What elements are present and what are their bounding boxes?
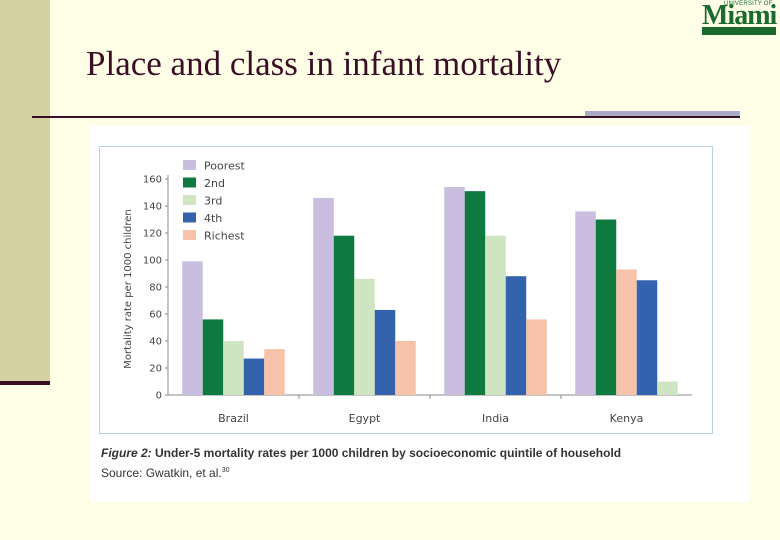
legend-swatch-3rd [183,195,196,205]
x-tick-label: Kenya [610,412,644,425]
title-rule-accent [585,111,740,116]
y-tick-label: 100 [143,256,162,267]
left-decor-line [0,381,50,385]
slide-title: Place and class in infant mortality [86,44,562,83]
left-decor-bar [0,0,50,382]
logo-band [702,27,776,35]
x-tick-label: Egypt [349,412,381,425]
legend-swatch-4th [183,212,196,223]
x-tick-label: India [482,412,509,425]
bar-india-richest [526,319,547,395]
bar-kenya-3rd [657,381,678,395]
bar-brazil-richest [264,349,285,395]
logo-university-text: UNIVERSITY OF [724,1,773,7]
logo-wordmark: Miami [702,0,777,31]
title-rule [32,116,740,118]
caption-line: Figure 2: Under-5 mortality rates per 10… [101,444,621,462]
caption-title: Under-5 mortality rates per 1000 childre… [151,446,622,460]
bar-india-poorest [444,187,465,395]
legend-label-3rd: 3rd [204,195,222,208]
bar-india-4th [505,276,527,395]
bar-brazil-3rd [223,341,244,395]
bar-india-3rd [485,235,506,395]
bar-egypt-2nd [333,235,355,395]
legend-label-richest: Richest [204,230,245,243]
y-tick-label: 60 [149,310,162,321]
bar-kenya-2nd [595,219,617,395]
figure-caption: Figure 2: Under-5 mortality rates per 10… [101,444,621,482]
bar-brazil-poorest [182,261,203,395]
chart-frame [99,146,713,434]
y-tick-label: 120 [143,229,162,240]
y-tick-label: 160 [143,175,162,186]
legend-swatch-richest [183,230,196,240]
bar-brazil-2nd [202,319,224,395]
legend-label-poorest: Poorest [204,160,245,173]
bar-india-2nd [464,191,486,395]
y-axis-label: Mortality rate per 1000 children [123,209,134,369]
legend-swatch-poorest [183,160,196,170]
bar-kenya-richest [616,269,637,395]
legend-label-2nd: 2nd [204,177,225,190]
x-tick-label: Brazil [218,412,249,425]
caption-label: Figure 2: [101,446,152,460]
bar-egypt-richest [395,341,416,395]
legend-label-4th: 4th [204,212,222,225]
y-tick-label: 20 [149,364,162,375]
y-tick-label: 140 [143,202,162,213]
caption-source-ref: 30 [221,467,230,474]
y-tick-label: 80 [149,283,162,294]
bar-brazil-4th [243,358,265,395]
university-logo: Miami UNIVERSITY OF [702,0,777,35]
y-tick-label: 40 [149,337,162,348]
bar-kenya-poorest [575,211,596,395]
caption-source-line: Source: Gwatkin, et al.30 [101,462,621,482]
y-tick-label: 0 [156,391,162,402]
caption-source: Source: Gwatkin, et al. [101,466,222,480]
bar-egypt-poorest [313,197,334,395]
legend-swatch-2nd [183,177,196,188]
bar-kenya-4th [636,280,658,395]
bar-egypt-3rd [354,278,375,395]
bar-egypt-4th [374,309,396,395]
